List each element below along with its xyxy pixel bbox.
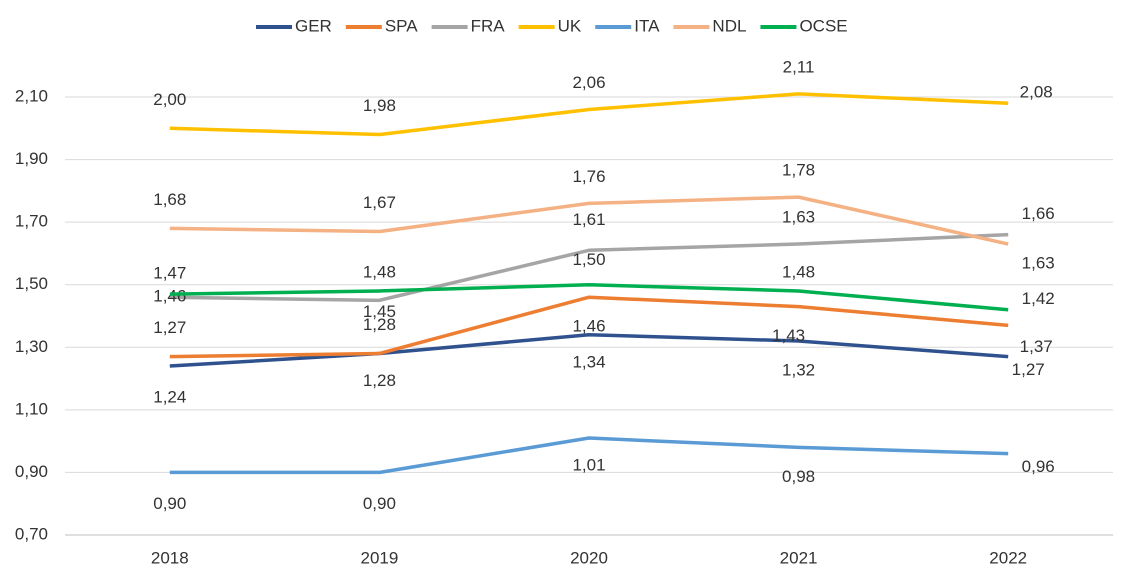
- data-label: 1,46: [153, 287, 186, 306]
- data-label: 1,45: [363, 302, 396, 321]
- data-label: 1,61: [572, 210, 605, 229]
- data-label: 2,06: [572, 73, 605, 92]
- data-label: 0,90: [153, 494, 186, 513]
- legend-label: FRA: [471, 16, 506, 35]
- series-line: [169, 333, 1009, 368]
- y-tick-label: 0,90: [15, 462, 48, 481]
- legend-label: NDL: [712, 16, 746, 35]
- data-label: 1,47: [153, 264, 186, 283]
- data-label: 1,34: [572, 352, 605, 371]
- data-label: 1,63: [1022, 254, 1055, 273]
- series-line: [169, 92, 1009, 137]
- data-label: 1,98: [363, 96, 396, 115]
- data-label: 1,78: [782, 161, 815, 180]
- x-tick-label: 2022: [989, 548, 1027, 567]
- y-tick-label: 1,70: [15, 212, 48, 231]
- data-label: 1,27: [153, 318, 186, 337]
- legend-label: UK: [558, 16, 582, 35]
- data-label: 1,42: [1022, 289, 1055, 308]
- y-tick-label: 1,90: [15, 149, 48, 168]
- y-tick-label: 1,30: [15, 337, 48, 356]
- x-tick-label: 2021: [780, 548, 818, 567]
- data-label: 1,24: [153, 388, 186, 407]
- data-label: 1,76: [572, 167, 605, 186]
- data-label: 1,48: [782, 262, 815, 281]
- series-line: [169, 282, 1009, 312]
- series-line: [169, 295, 1009, 359]
- y-tick-label: 1,50: [15, 274, 48, 293]
- x-tick-label: 2019: [360, 548, 398, 567]
- data-label: 1,32: [782, 361, 815, 380]
- legend-label: SPA: [385, 16, 418, 35]
- y-tick-label: 2,10: [15, 86, 48, 105]
- data-label: 1,01: [572, 455, 605, 474]
- legend-label: ITA: [634, 16, 660, 35]
- data-label: 2,00: [153, 90, 186, 109]
- data-label: 1,28: [363, 371, 396, 390]
- data-label: 1,66: [1022, 204, 1055, 223]
- y-tick-label: 1,10: [15, 399, 48, 418]
- data-label: 1,68: [153, 190, 186, 209]
- data-label: 2,08: [1020, 83, 1053, 102]
- y-tick-label: 0,70: [15, 524, 48, 543]
- data-label: 1,27: [1012, 360, 1045, 379]
- data-label: 1,37: [1020, 337, 1053, 356]
- legend-label: GER: [295, 16, 332, 35]
- data-label: 0,98: [782, 467, 815, 486]
- data-label: 1,50: [572, 250, 605, 269]
- series-line: [169, 195, 1009, 246]
- series-line: [169, 436, 1009, 475]
- x-tick-label: 2020: [570, 548, 608, 567]
- data-label: 1,67: [363, 193, 396, 212]
- data-label: 1,46: [572, 317, 605, 336]
- series-line: [169, 232, 1009, 303]
- x-tick-label: 2018: [151, 548, 189, 567]
- data-label: 0,90: [363, 494, 396, 513]
- data-label: 1,63: [782, 208, 815, 227]
- data-label: 1,43: [772, 326, 805, 345]
- legend-label: OCSE: [799, 16, 847, 35]
- data-label: 1,48: [363, 262, 396, 281]
- data-label: 0,96: [1022, 457, 1055, 476]
- data-label: 2,11: [783, 57, 815, 76]
- data-label: 1,28: [363, 315, 396, 334]
